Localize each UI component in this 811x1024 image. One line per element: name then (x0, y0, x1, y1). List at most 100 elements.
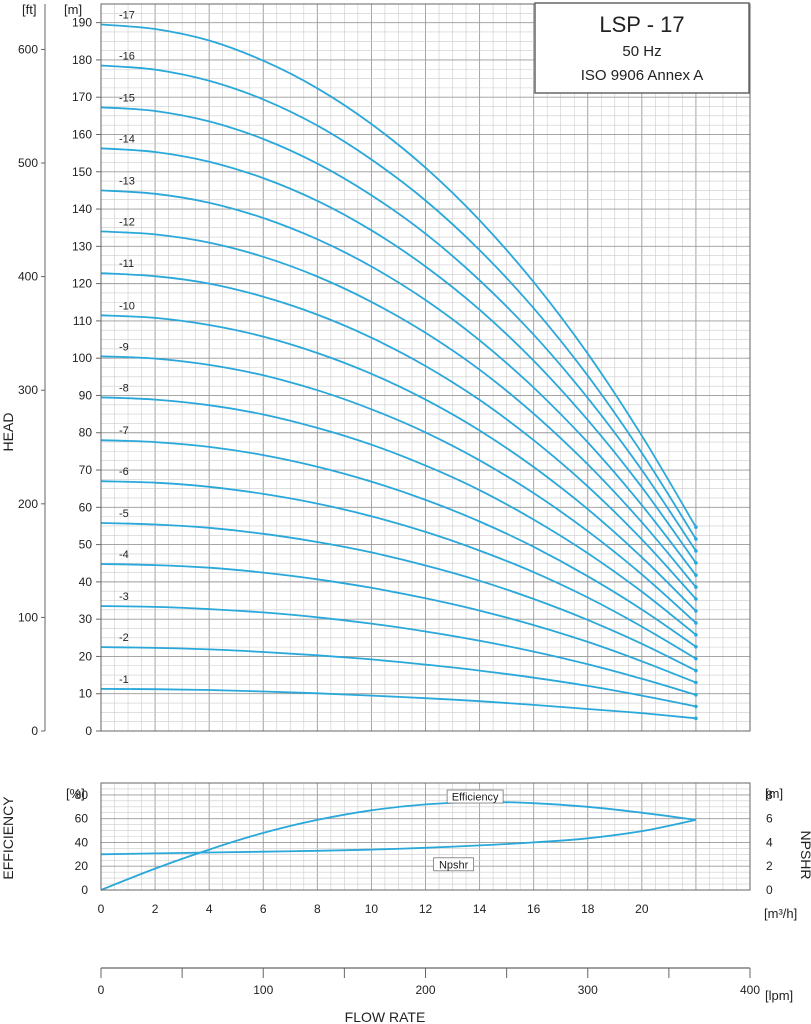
head-curve-end (694, 537, 698, 541)
flow-m3h-tick-label: 14 (473, 902, 487, 916)
head-curve-end (694, 621, 698, 625)
head-ft-tick-label: 100 (18, 610, 38, 624)
head-m-tick-label: 10 (79, 687, 93, 701)
stage-label: -4 (119, 549, 129, 561)
stage-label: -5 (119, 508, 129, 520)
efficiency-axis-title: EFFICIENCY (0, 796, 16, 880)
stage-label: -7 (119, 425, 129, 437)
head-ft-tick-label: 400 (18, 270, 38, 284)
head-m-tick-label: 180 (72, 53, 92, 67)
efficiency-tick-label: 80 (75, 788, 89, 802)
head-m-tick-label: 150 (72, 165, 92, 179)
head-curve-end (694, 633, 698, 637)
head-curve-end (694, 668, 698, 673)
stage-label: -9 (119, 341, 129, 353)
head-curve-end (694, 585, 698, 589)
head-curve (100, 23, 697, 528)
head-curve-end (694, 609, 698, 613)
curve-label-box (446, 789, 504, 804)
efficiency-tick-label: 0 (81, 883, 88, 897)
flow-unit-lpm: [lpm] (765, 988, 793, 1003)
head-ft-tick-label: 500 (18, 156, 38, 170)
stage-label: -13 (119, 175, 135, 187)
head-curve (100, 314, 697, 612)
head-curve (100, 106, 697, 552)
head-plot-frame (100, 3, 751, 732)
lpm-tick-label: 400 (740, 983, 760, 997)
head-m-tick-label: 90 (79, 388, 93, 402)
stage-label: -16 (119, 51, 135, 63)
head-curve (100, 563, 697, 684)
stage-label: -1 (119, 674, 129, 686)
npshr-tick-label: 2 (766, 859, 773, 873)
stage-label: -8 (119, 382, 129, 394)
flow-m3h-tick-label: 6 (260, 902, 267, 916)
curve-label-text: Npshr (439, 859, 469, 871)
title-box: LSP - 17 50 Hz ISO 9906 Annex A (534, 2, 750, 94)
stage-label: -14 (119, 133, 135, 145)
npshr-curve (100, 819, 697, 856)
head-curve (100, 272, 697, 600)
head-unit-ft: [ft] (22, 2, 36, 17)
head-chart-grid (100, 3, 751, 732)
head-curves: -1 -2 -3 -4 -5 -6 -7 -8 -9 -10 -11 -12 -13 -14 -15 -16 -… (100, 10, 698, 721)
head-curve-end (694, 644, 698, 649)
stage-label: -17 (119, 10, 135, 22)
lpm-tick-label: 200 (415, 983, 435, 997)
head-curve (100, 230, 697, 588)
lpm-axis: 0 100 200 300 400 (98, 967, 760, 997)
head-m-tick-label: 110 (73, 314, 92, 328)
head-curve (100, 355, 697, 624)
head-m-tick-label: 70 (79, 463, 93, 477)
head-m-tick-label: 170 (72, 90, 92, 104)
npshr-tick-label: 4 (766, 835, 773, 849)
efficiency-npshr-curves: Efficiency Npshr (100, 789, 697, 891)
efficiency-label: Efficiency (446, 789, 504, 804)
head-m-tick-label: 190 (72, 16, 92, 30)
lpm-tick-label: 100 (253, 983, 273, 997)
efficiency-chart-grid (100, 782, 751, 891)
head-curve-end (694, 704, 698, 709)
head-m-tick-label: 40 (79, 575, 93, 589)
stage-label: -3 (119, 591, 129, 603)
stage-label: -6 (119, 466, 129, 478)
npshr-label: Npshr (433, 857, 475, 871)
head-curve (100, 189, 697, 576)
head-curve-end (694, 549, 698, 553)
flow-m3h-tick-label: 2 (152, 902, 159, 916)
head-curve (100, 439, 697, 648)
head-m-tick-label: 50 (79, 538, 93, 552)
title-box-frequency: 50 Hz (622, 43, 661, 60)
flow-m3h-tick-label: 10 (365, 902, 379, 916)
head-curve-end (694, 716, 698, 721)
efficiency-curve (100, 801, 697, 891)
head-axis-title: HEAD (0, 413, 16, 452)
head-ft-tick-label: 200 (18, 497, 38, 511)
npshr-tick-label: 8 (766, 788, 773, 802)
npshr-axis-title: NPSHR (798, 830, 811, 879)
head-ft-tick-label: 300 (18, 383, 38, 397)
head-curve-end (694, 656, 698, 661)
head-m-tick-label: 0 (85, 724, 92, 738)
head-m-tick-label: 140 (72, 202, 92, 216)
head-ft-tick-label: 0 (31, 724, 38, 738)
flow-unit-m3h: [m³/h] (764, 906, 797, 921)
head-curve-end (694, 680, 698, 685)
flow-m3h-tick-label: 18 (581, 902, 595, 916)
efficiency-plot-frame (100, 782, 751, 891)
head-unit-m: [m] (64, 2, 82, 17)
head-curve (100, 480, 697, 660)
head-curve-end (694, 693, 698, 697)
head-m-tick-label: 80 (79, 426, 93, 440)
head-curve (100, 522, 697, 672)
flow-m3h-tick-label: 16 (527, 902, 541, 916)
flow-m3h-tick-label: 0 (98, 902, 105, 916)
npshr-unit: [m] (765, 786, 783, 801)
head-curve (100, 147, 697, 564)
flow-m3h-tick-label: 20 (635, 902, 649, 916)
head-curve (100, 64, 697, 540)
lpm-tick-label: 0 (98, 983, 105, 997)
efficiency-tick-label: 20 (75, 859, 89, 873)
